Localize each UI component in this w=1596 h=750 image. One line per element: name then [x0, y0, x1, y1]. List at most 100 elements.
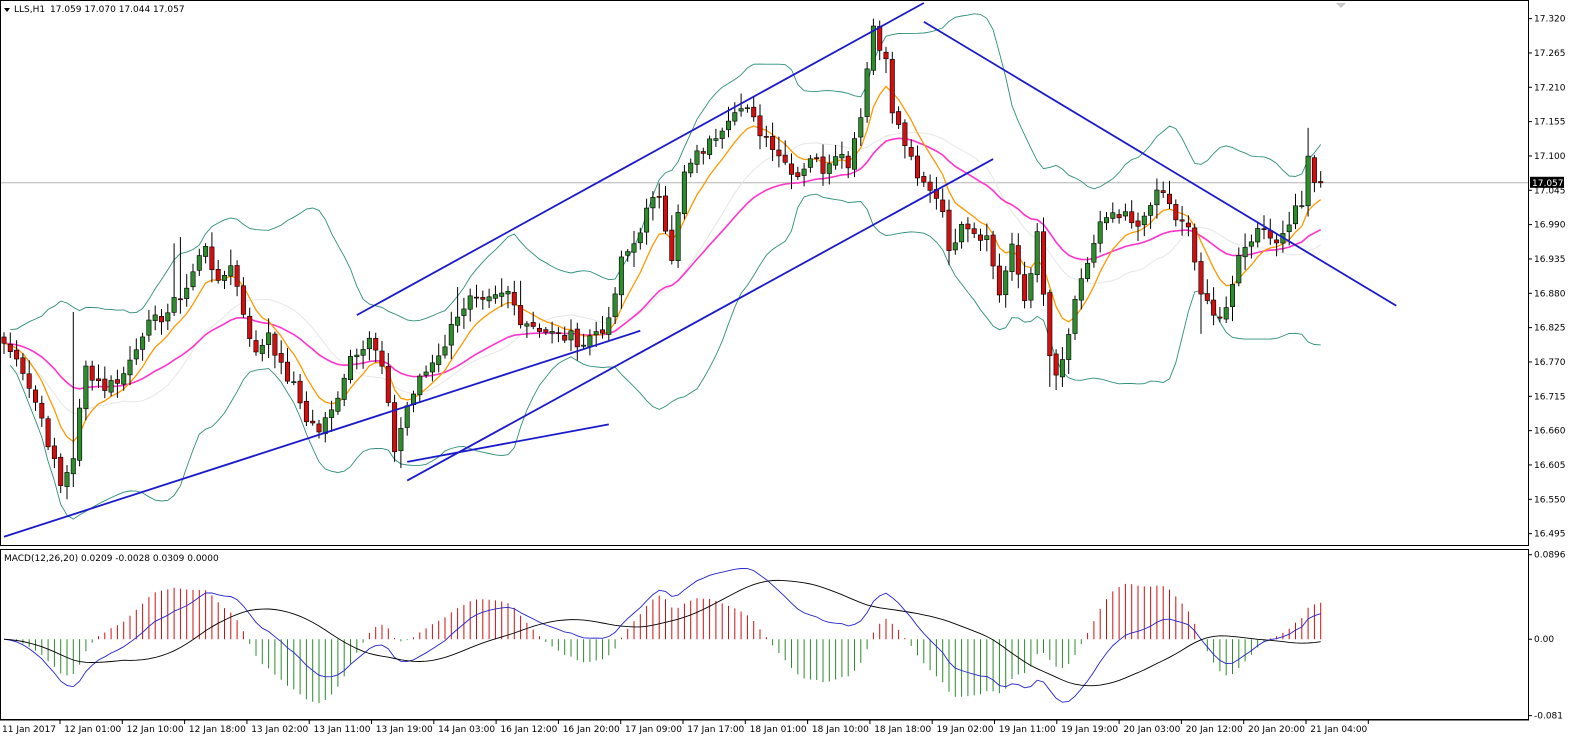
candle: [96, 364, 102, 388]
candle: [329, 400, 335, 432]
candle: [681, 164, 687, 220]
candle: [322, 412, 328, 443]
candle-body: [959, 224, 965, 243]
candle: [253, 330, 259, 356]
price-tick-label: 17.100: [1534, 152, 1566, 162]
candle: [259, 338, 265, 362]
candle-body: [1217, 316, 1223, 319]
candle-body: [329, 409, 335, 418]
candle-body: [694, 150, 700, 165]
candle-body: [725, 120, 731, 131]
candle-body: [524, 323, 530, 327]
candle: [1173, 199, 1179, 227]
candle: [1066, 328, 1072, 374]
candle-body: [990, 234, 996, 267]
shift-marker-icon: [1336, 3, 1346, 8]
trendline-resistance-down: [923, 20, 1397, 307]
time-tick-label: 13 Jan 11:00: [314, 725, 371, 735]
candle-body: [385, 366, 391, 403]
time-tick-label: 20 Jan 12:00: [1186, 725, 1243, 735]
candle: [39, 395, 45, 427]
candle-body: [612, 293, 618, 317]
candle: [965, 217, 971, 243]
candle-body: [511, 292, 517, 306]
dropdown-arrow-icon[interactable]: [4, 8, 10, 12]
candle-body: [782, 154, 788, 163]
trendline-channel-upper: [356, 2, 925, 316]
candle-body: [152, 314, 158, 321]
candle: [1041, 217, 1047, 306]
candle: [184, 274, 190, 307]
candle-body: [473, 296, 479, 299]
candle-body: [505, 291, 511, 295]
candle: [70, 312, 76, 487]
candle: [165, 303, 171, 331]
candle-body: [392, 402, 398, 453]
candle-body: [940, 199, 946, 212]
candle-body: [171, 297, 177, 313]
candle: [373, 332, 379, 363]
candle: [297, 374, 303, 410]
candle-body: [114, 379, 120, 384]
candle: [549, 321, 555, 344]
candle: [1311, 155, 1317, 193]
candle-body: [7, 343, 13, 352]
candle: [14, 340, 20, 367]
candle: [1286, 211, 1292, 246]
price-axis: 17.320 17.265 17.210 17.155 17.100 17.045 16.9…: [1528, 15, 1566, 540]
candle: [1059, 347, 1065, 387]
candle-body: [247, 315, 253, 339]
price-tick-label: 16.550: [1534, 495, 1566, 505]
candle: [486, 288, 492, 309]
candle: [851, 132, 857, 178]
candle: [171, 243, 177, 316]
candle-body: [631, 243, 637, 253]
candle: [190, 263, 196, 291]
price-tick-label: 16.990: [1534, 221, 1566, 231]
price-tick-label: 16.880: [1534, 289, 1566, 299]
candle: [814, 153, 820, 163]
candle-body: [820, 156, 826, 174]
candle: [518, 280, 524, 329]
candle: [177, 237, 183, 314]
candle-body: [360, 349, 366, 356]
candle-body: [889, 59, 895, 114]
candle: [247, 307, 253, 347]
candle: [1072, 295, 1078, 340]
candle: [467, 288, 473, 322]
price-tick-label: 16.825: [1534, 324, 1566, 334]
candle-body: [322, 417, 328, 434]
candle: [1255, 223, 1261, 248]
candle-body: [190, 271, 196, 288]
candle-body: [952, 242, 958, 251]
candle: [215, 260, 221, 284]
candle: [310, 409, 316, 426]
candle: [209, 232, 215, 283]
chart-symbol-header: LLS,H1: [14, 5, 45, 15]
candle-body: [284, 361, 290, 382]
candle-body: [184, 287, 190, 299]
bollinger-bands: [9, 13, 1322, 520]
time-tick-label: 12 Jan 01:00: [64, 725, 121, 735]
candle: [379, 340, 385, 375]
ma-mid-line: [3, 132, 1321, 414]
candle-body: [732, 112, 738, 122]
candle: [927, 174, 933, 203]
candle-body: [839, 153, 845, 159]
candle: [1223, 296, 1229, 324]
candle-body: [637, 232, 643, 244]
time-tick-label: 17 Jan 17:00: [687, 725, 744, 735]
candle-body: [1185, 222, 1191, 228]
candle: [807, 155, 813, 173]
candle: [511, 280, 517, 316]
candle: [505, 285, 511, 309]
candle: [1179, 206, 1185, 236]
time-tick-label: 20 Jan 20:00: [1248, 725, 1305, 735]
ma-slow-line: [3, 137, 1322, 390]
candle-body: [480, 297, 486, 300]
candle-body: [568, 330, 574, 341]
candle-body: [965, 223, 971, 230]
candle-body: [26, 373, 32, 389]
trendline-support-short: [407, 423, 609, 463]
